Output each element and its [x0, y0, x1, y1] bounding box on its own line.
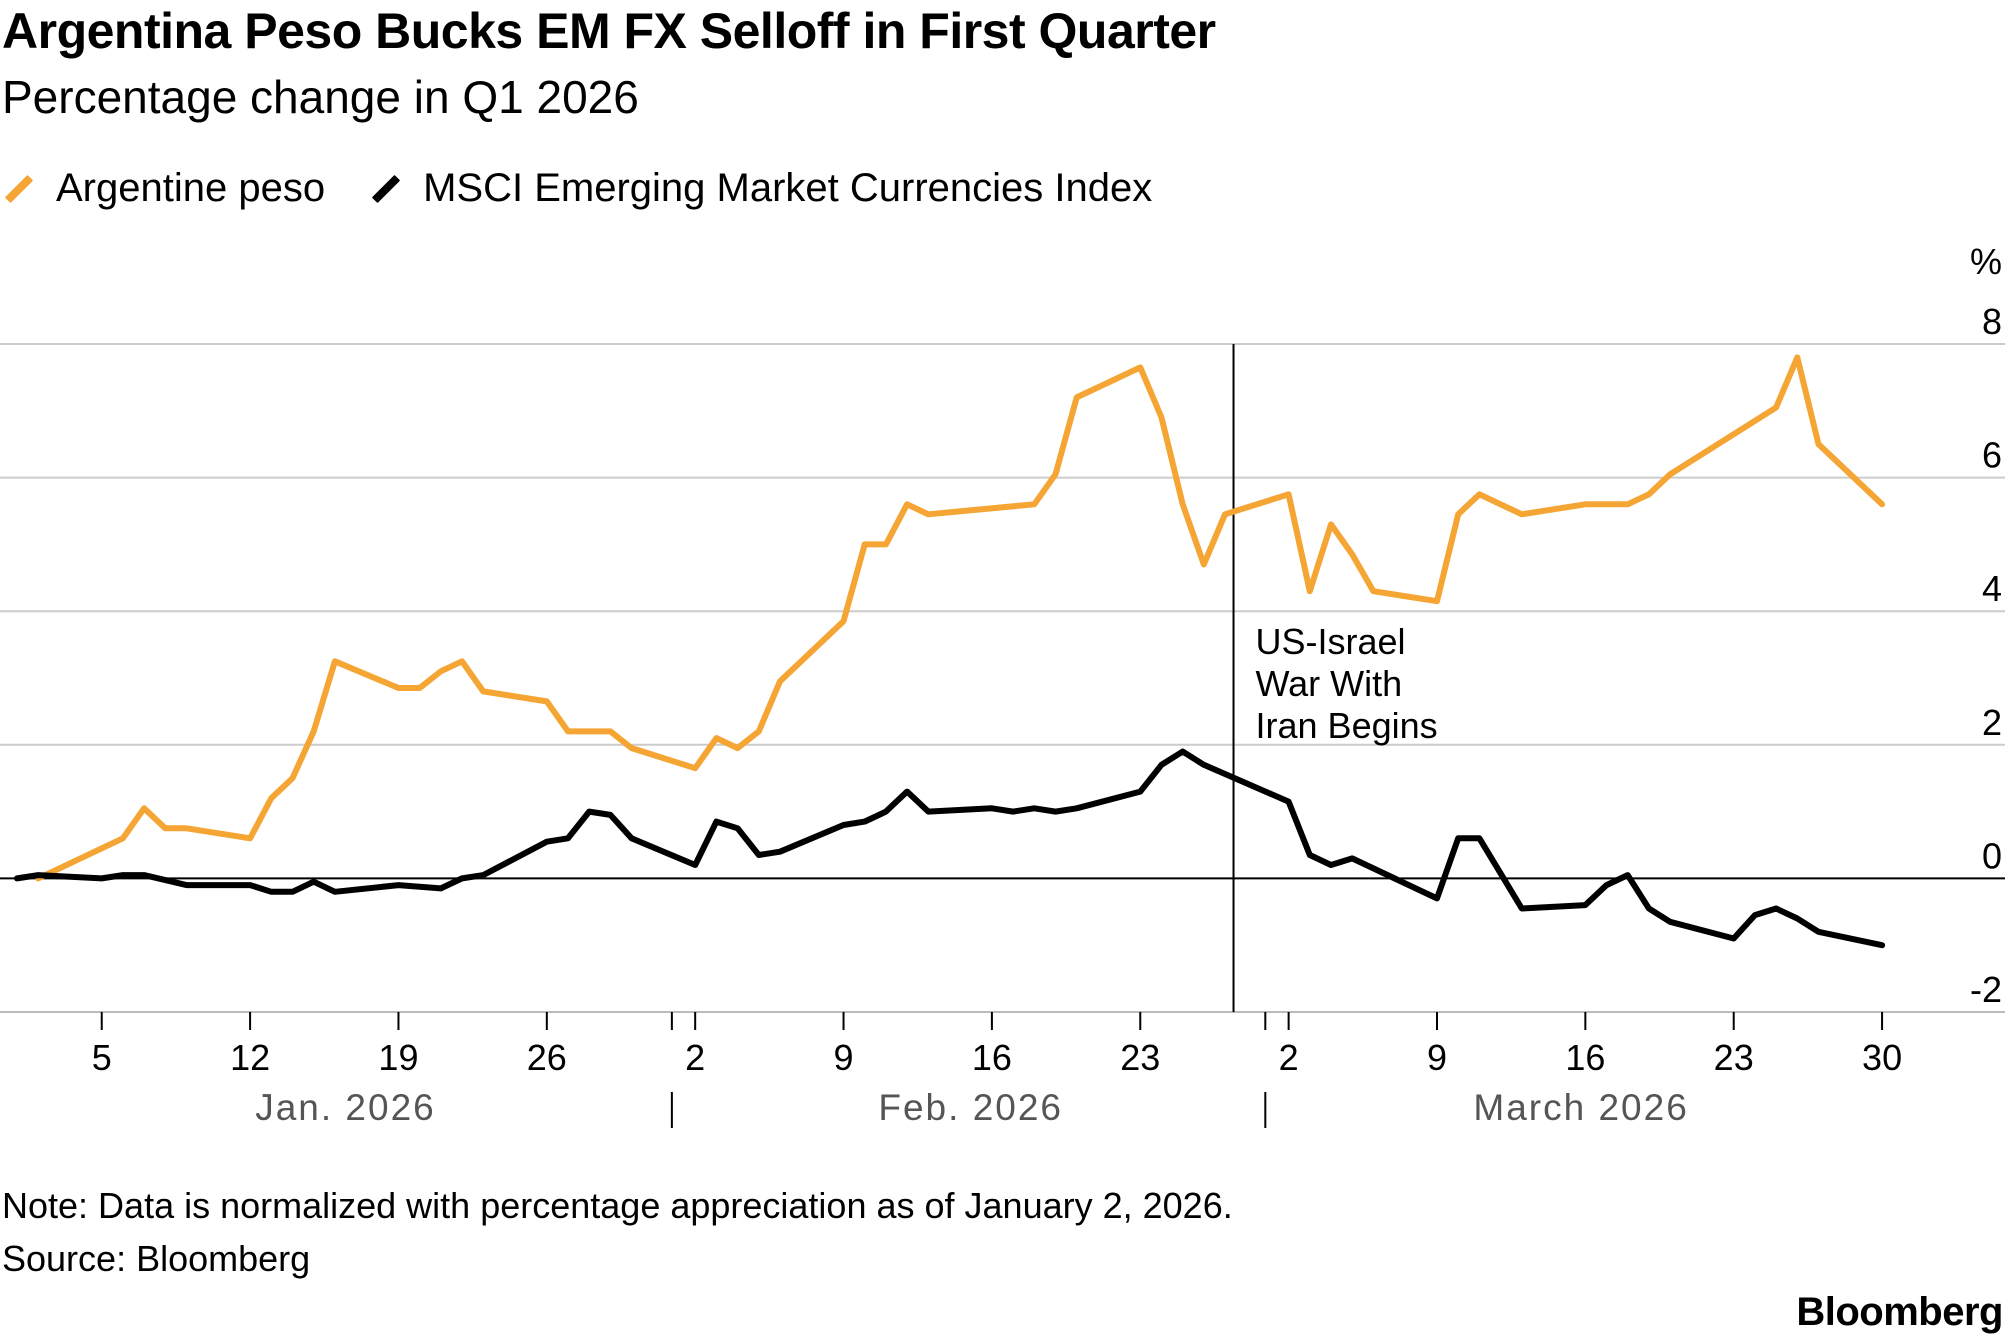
x-tick-label: 16: [1565, 1037, 1605, 1078]
gridlines: [0, 343, 2005, 880]
legend-label-peso: Argentine peso: [56, 165, 326, 210]
series-line-argentine-peso: [35, 354, 1886, 882]
x-tick-label: 9: [1427, 1037, 1447, 1078]
series-line-msci-em-currencies: [14, 748, 1886, 949]
x-tick-label: 16: [972, 1037, 1012, 1078]
axes: [0, 344, 2005, 1128]
annotation-text: War With: [1256, 663, 1403, 704]
chart-title: Argentina Peso Bucks EM FX Selloff in Fi…: [2, 3, 1216, 59]
bloomberg-logo: Bloomberg: [1796, 1290, 2003, 1334]
y-tick-label: 2: [1982, 702, 2002, 743]
x-tick-label: 2: [685, 1037, 705, 1078]
chart-source: Source: Bloomberg: [2, 1238, 311, 1279]
month-label: Feb. 2026: [878, 1087, 1063, 1128]
y-axis-unit: %: [1970, 241, 2002, 282]
legend-swatch-msci: [367, 171, 401, 205]
y-tick-label: -2: [1970, 969, 2002, 1010]
x-tick-label: 23: [1714, 1037, 1754, 1078]
month-label: Jan. 2026: [255, 1087, 436, 1128]
chart-subtitle: Percentage change in Q1 2026: [2, 71, 639, 123]
x-tick-label: 2: [1279, 1037, 1299, 1078]
x-tick-label: 19: [378, 1037, 418, 1078]
x-tick-label: 9: [834, 1037, 854, 1078]
y-tick-label: 8: [1982, 301, 2002, 342]
annotation-text: Iran Begins: [1256, 705, 1438, 746]
x-tick-label: 12: [230, 1037, 270, 1078]
annotation-text: US-Israel: [1256, 621, 1406, 662]
legend-label-msci: MSCI Emerging Market Currencies Index: [423, 165, 1153, 210]
series-lines: [14, 354, 1886, 949]
month-label: March 2026: [1473, 1087, 1688, 1128]
y-tick-label: 6: [1982, 435, 2002, 476]
legend-swatch-peso: [0, 171, 34, 205]
x-tick-label: 30: [1862, 1037, 1902, 1078]
y-tick-label: 4: [1982, 568, 2002, 609]
legend: Argentine peso MSCI Emerging Market Curr…: [0, 160, 1194, 216]
chart-note: Note: Data is normalized with percentage…: [2, 1185, 1233, 1226]
x-tick-label: 5: [92, 1037, 112, 1078]
y-tick-label: 0: [1982, 835, 2002, 876]
legend-item-msci: MSCI Emerging Market Currencies Index: [367, 166, 1152, 211]
x-tick-label: 23: [1120, 1037, 1160, 1078]
legend-item-peso: Argentine peso: [0, 166, 325, 211]
x-tick-label: 26: [527, 1037, 567, 1078]
